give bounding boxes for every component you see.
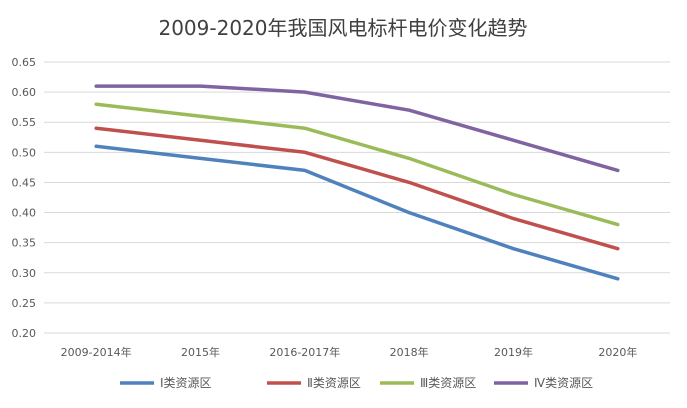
legend: Ⅰ类资源区 Ⅱ类资源区 Ⅲ类资源区 Ⅳ类资源区 (120, 376, 593, 390)
x-tick-label: 2009-2014年 (61, 345, 132, 359)
y-tick-label: 0.25 (12, 297, 37, 310)
x-axis-ticks: 2009-2014年 2015年 2016-2017年 2018年 2019年 2020年 (61, 345, 638, 359)
y-axis-ticks: 0.65 0.60 0.55 0.50 0.45 0.40 0.35 0.30 0.25 0.20 (12, 56, 37, 340)
y-tick-label: 0.45 (12, 176, 37, 189)
legend-label: Ⅲ类资源区 (420, 376, 476, 390)
y-tick-label: 0.60 (12, 86, 37, 99)
y-tick-label: 0.55 (12, 116, 37, 129)
y-tick-label: 0.20 (12, 327, 37, 340)
legend-label: Ⅱ类资源区 (307, 376, 361, 390)
y-tick-label: 0.35 (12, 237, 37, 250)
y-tick-label: 0.65 (12, 56, 37, 69)
series-line-3 (94, 102, 620, 227)
chart-title: 2009-2020年我国风电标杆电价变化趋势 (158, 16, 527, 40)
x-tick-label: 2020年 (598, 345, 637, 359)
series-lines (94, 84, 620, 281)
y-tick-label: 0.50 (12, 146, 37, 159)
x-tick-label: 2016-2017年 (269, 345, 340, 359)
x-tick-label: 2015年 (181, 345, 220, 359)
x-tick-label: 2018年 (390, 345, 429, 359)
y-tick-label: 0.40 (12, 207, 37, 220)
series-line-2 (94, 126, 620, 251)
legend-label: Ⅰ类资源区 (160, 376, 212, 390)
x-tick-label: 2019年 (494, 345, 533, 359)
y-tick-label: 0.30 (12, 267, 37, 280)
series-line-4 (94, 84, 620, 173)
series-line-1 (94, 144, 620, 281)
legend-label: Ⅳ类资源区 (534, 376, 593, 390)
